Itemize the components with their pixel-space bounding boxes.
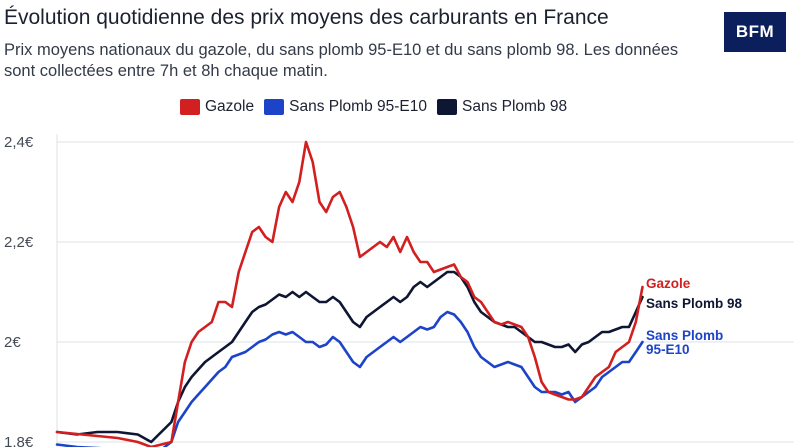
chart-title: Évolution quotidienne des prix moyens de… [4,6,609,29]
series-line-sans-plomb-98 [55,270,644,444]
y-tick-label-1: 2,2€ [4,234,34,251]
legend-swatch-gazole [180,99,200,115]
chart-legend: Gazole Sans Plomb 95-E10 Sans Plomb 98 [180,98,577,116]
legend-label-sp95: Sans Plomb 95-E10 [289,98,427,115]
chart-subtitle: Prix moyens nationaux du gazole, du sans… [4,41,679,80]
y-tick-label-3: 1,8€ [4,434,34,447]
bfm-logo: BFM [724,12,786,52]
legend-item-gazole[interactable]: Gazole [180,98,254,116]
y-tick-label-2: 2€ [4,334,21,351]
end-label-sans-plomb-98: Sans Plomb 98 [646,296,743,311]
end-label-gazole: Gazole [646,276,691,291]
end-label-sans-plomb-95-e10: Sans Plomb 95-E10 [646,328,723,357]
y-tick-label-0: 2,4€ [4,134,34,151]
legend-item-sp95[interactable]: Sans Plomb 95-E10 [264,98,427,116]
legend-swatch-sp95 [264,99,285,115]
legend-label-sp98: Sans Plomb 98 [461,98,568,115]
legend-item-sp98[interactable]: Sans Plomb 98 [436,98,568,116]
series-line-sans-plomb-95-e10 [55,310,644,447]
legend-swatch-sp98 [436,99,457,115]
legend-label-gazole: Gazole [205,98,255,115]
series-line-gazole [55,140,644,447]
